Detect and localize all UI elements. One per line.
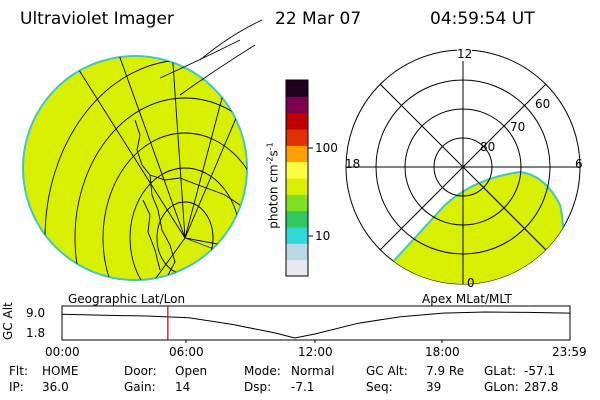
mlat-label-70: 70 — [510, 120, 526, 134]
info-key-row2-1: Gain: — [124, 380, 156, 394]
info-value-row2-3: 39 — [426, 380, 442, 394]
mlt-label-0: 0 — [467, 276, 475, 290]
info-key-row1-3: GC Alt: — [366, 364, 408, 378]
info-key-row1-2: Mode: — [244, 364, 281, 378]
info-key-row1-1: Door: — [124, 364, 157, 378]
mlt-label-6: 6 — [575, 157, 583, 171]
timeline-ytick-bottom: 1.8 — [26, 326, 46, 340]
gc-altitude-timeline — [61, 305, 571, 343]
info-value-row2-0: 36.0 — [42, 380, 69, 394]
timeline-ytick-top: 9.0 — [26, 306, 46, 320]
timeline-xtick-4: 23:59 — [552, 345, 587, 359]
mlat-label-60: 60 — [535, 97, 551, 111]
info-value-row2-4: 287.8 — [524, 380, 559, 394]
geo-panel-caption: Geographic Lat/Lon — [68, 292, 186, 306]
colorbar-segment — [286, 129, 308, 146]
timeline-xtick-2: 12:00 — [298, 345, 333, 359]
info-key-row2-0: IP: — [9, 380, 24, 394]
colorbar — [285, 79, 313, 277]
info-value-row1-2: Normal — [291, 364, 335, 378]
polar-mlat-mlt-panel — [345, 49, 581, 285]
geographic-image-panel — [22, 19, 263, 281]
info-value-row1-4: -57.1 — [524, 364, 556, 378]
colorbar-segment — [286, 243, 308, 261]
colorbar-tick-label-100: 100 — [315, 141, 338, 155]
colorbar-segment — [286, 259, 308, 277]
info-key-row1-0: Flt: — [9, 364, 28, 378]
gc-alt-series-line — [61, 311, 570, 339]
info-value-row2-1: 14 — [175, 380, 191, 394]
coastline — [134, 119, 241, 276]
colorbar-segment — [286, 178, 308, 195]
timeline-xtick-0: 00:00 — [45, 345, 80, 359]
colorbar-tick-label-10: 10 — [315, 229, 331, 243]
colorbar-unit-label: photon cm-2s-1 — [265, 142, 281, 229]
colorbar-segment — [286, 194, 308, 212]
info-value-row1-3: 7.9 Re — [426, 364, 465, 378]
mlt-label-18: 18 — [345, 157, 361, 171]
timeline-xtick-3: 18:00 — [425, 345, 460, 359]
info-key-row1-4: GLat: — [484, 364, 517, 378]
mlt-label-12: 12 — [457, 47, 473, 61]
colorbar-segment — [286, 227, 308, 244]
colorbar-segment — [286, 112, 308, 130]
info-value-row1-1: Open — [175, 364, 208, 378]
polar-panel-caption: Apex MLat/MLT — [422, 292, 512, 306]
colorbar-segment — [286, 161, 308, 179]
mlat-label-80: 80 — [480, 140, 496, 154]
info-value-row1-0: HOME — [42, 364, 79, 378]
info-key-row2-3: Seq: — [366, 380, 393, 394]
time-label: 04:59:54 UT — [430, 9, 535, 29]
info-key-row2-4: GLon: — [484, 380, 519, 394]
info-value-row2-2: -7.1 — [291, 380, 315, 394]
timeline-axis-label: GC Alt — [1, 302, 15, 340]
colorbar-segment — [286, 145, 308, 163]
timeline-xtick-1: 06:00 — [169, 345, 204, 359]
colorbar-segment — [286, 210, 308, 228]
colorbar-segment — [286, 80, 308, 97]
colorbar-segment — [286, 96, 308, 114]
info-key-row2-2: Dsp: — [244, 380, 272, 394]
date-label: 22 Mar 07 — [275, 9, 362, 29]
instrument-title: Ultraviolet Imager — [20, 9, 174, 29]
